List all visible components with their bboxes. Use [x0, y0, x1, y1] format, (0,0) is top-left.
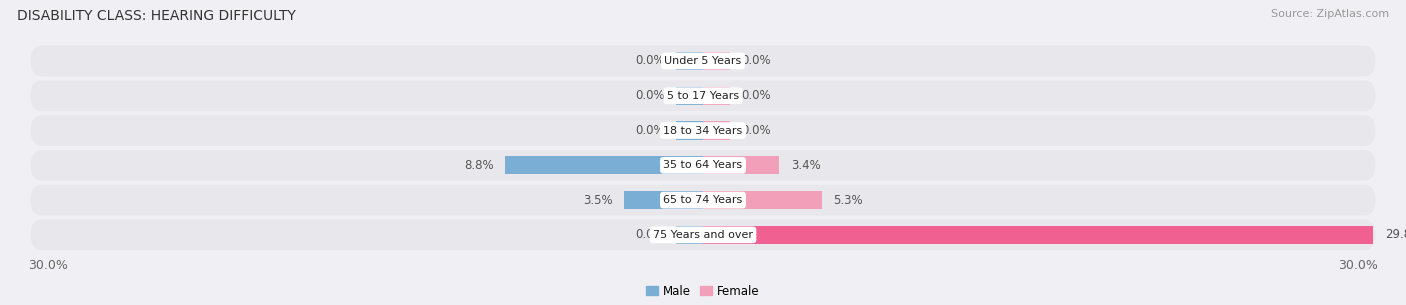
Text: 0.0%: 0.0%: [636, 228, 665, 241]
Bar: [703, 226, 1374, 244]
Text: 35 to 64 Years: 35 to 64 Years: [664, 160, 742, 170]
Bar: [624, 191, 703, 209]
Text: 65 to 74 Years: 65 to 74 Years: [664, 195, 742, 205]
FancyBboxPatch shape: [31, 185, 1375, 215]
Bar: [676, 226, 703, 244]
Text: 8.8%: 8.8%: [464, 159, 494, 172]
Bar: [703, 191, 823, 209]
Text: Under 5 Years: Under 5 Years: [665, 56, 741, 66]
Text: 0.0%: 0.0%: [741, 55, 770, 67]
Text: 5.3%: 5.3%: [834, 194, 863, 206]
Legend: Male, Female: Male, Female: [641, 280, 765, 302]
Text: 75 Years and over: 75 Years and over: [652, 230, 754, 240]
Bar: [676, 87, 703, 105]
Text: 29.8%: 29.8%: [1385, 228, 1406, 241]
Text: 0.0%: 0.0%: [636, 55, 665, 67]
Text: 3.5%: 3.5%: [583, 194, 613, 206]
FancyBboxPatch shape: [31, 46, 1375, 76]
Text: 18 to 34 Years: 18 to 34 Years: [664, 126, 742, 135]
Text: DISABILITY CLASS: HEARING DIFFICULTY: DISABILITY CLASS: HEARING DIFFICULTY: [17, 9, 295, 23]
FancyBboxPatch shape: [31, 150, 1375, 181]
Text: 0.0%: 0.0%: [636, 124, 665, 137]
Text: Source: ZipAtlas.com: Source: ZipAtlas.com: [1271, 9, 1389, 19]
Text: 3.4%: 3.4%: [790, 159, 821, 172]
FancyBboxPatch shape: [31, 81, 1375, 111]
Text: 0.0%: 0.0%: [741, 124, 770, 137]
FancyBboxPatch shape: [31, 115, 1375, 146]
Bar: [505, 156, 703, 174]
Text: 0.0%: 0.0%: [636, 89, 665, 102]
Bar: [676, 121, 703, 140]
Text: 30.0%: 30.0%: [28, 259, 67, 271]
Bar: [703, 156, 779, 174]
FancyBboxPatch shape: [31, 220, 1375, 250]
Text: 0.0%: 0.0%: [741, 89, 770, 102]
Text: 5 to 17 Years: 5 to 17 Years: [666, 91, 740, 101]
Bar: [676, 52, 703, 70]
Bar: [703, 121, 730, 140]
Bar: [703, 52, 730, 70]
Bar: [703, 87, 730, 105]
Text: 30.0%: 30.0%: [1339, 259, 1378, 271]
